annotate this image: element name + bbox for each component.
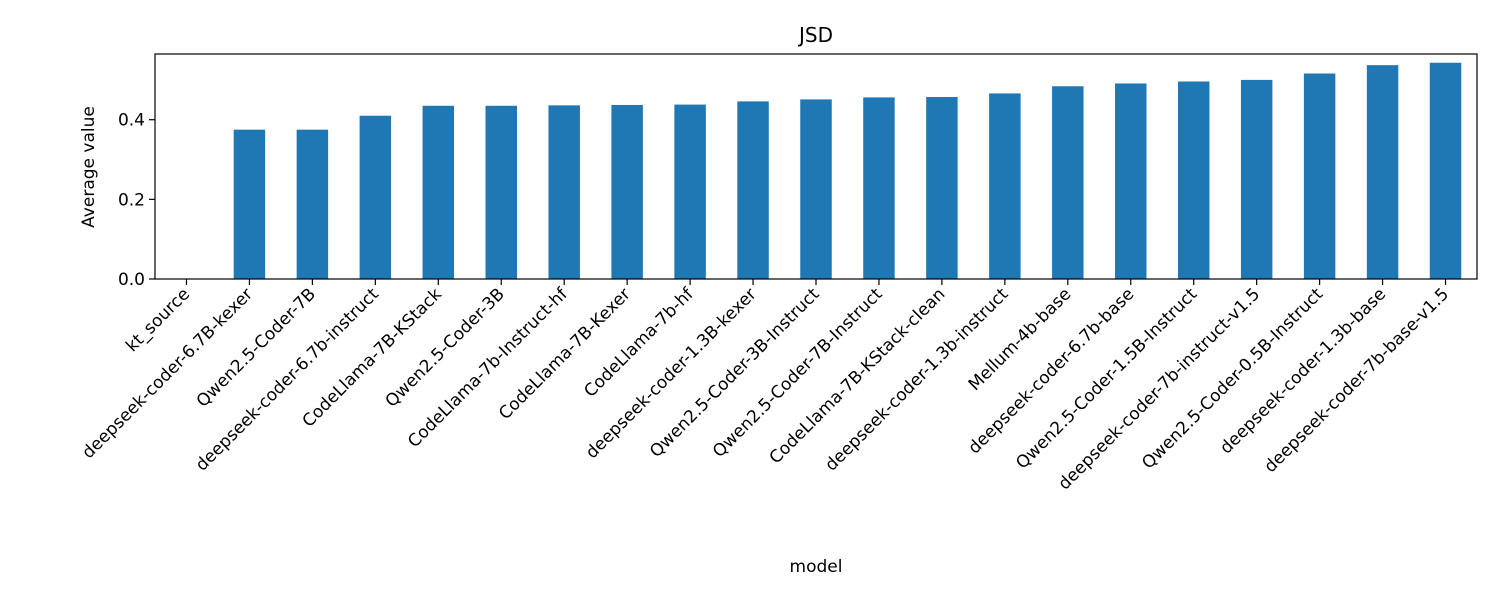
bar [674, 104, 706, 279]
bar [926, 97, 958, 279]
bar [989, 93, 1021, 279]
bar [1303, 73, 1336, 279]
bar [737, 101, 769, 279]
y-tick-label: 0.4 [118, 111, 145, 131]
bar [548, 105, 580, 280]
bar [1115, 83, 1147, 279]
x-tick-label: Qwen2.5-Coder-7B [193, 284, 320, 411]
y-axis: 0.0 0.2 0.4 [118, 111, 155, 290]
y-tick-label: 0.2 [118, 190, 145, 210]
x-tick-label: CodeLlama-7b-hf [580, 284, 698, 402]
bar [485, 105, 517, 280]
y-axis-label: Average value [79, 106, 99, 228]
bar [611, 104, 643, 279]
bar [1052, 86, 1084, 279]
x-tick-label: Qwen2.5-Coder-3B [382, 284, 509, 411]
x-axis: kt_sourcedeepseek-coder-6.7B-kexerQwen2.… [78, 279, 1453, 494]
bar [1177, 81, 1210, 279]
y-tick-label: 0.0 [118, 270, 145, 290]
bar [1429, 62, 1462, 280]
plot-frame [154, 53, 1478, 280]
x-axis-label: model [790, 557, 843, 577]
bar [233, 129, 266, 279]
bar [296, 129, 329, 279]
bar [359, 115, 392, 279]
bar [800, 99, 832, 280]
bar [863, 97, 895, 279]
bar [422, 105, 455, 280]
bars-layer [233, 62, 1462, 280]
bar [1240, 79, 1273, 279]
bar [1366, 65, 1399, 280]
chart-title: JSD [797, 23, 833, 47]
